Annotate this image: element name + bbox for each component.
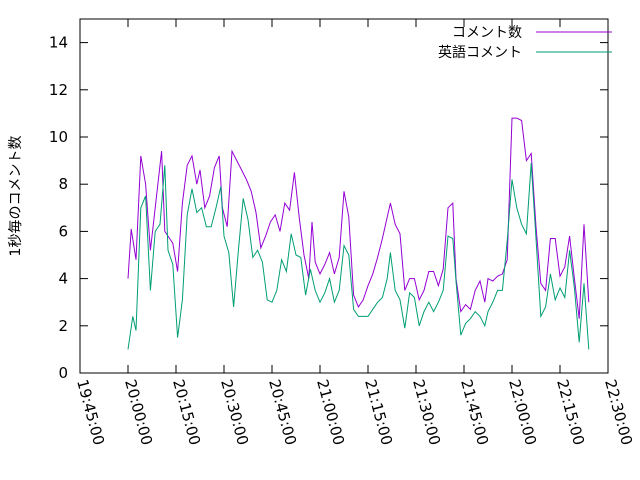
x-axis: 19:45:00 20:00:00 20:15:00 20:30:00 20:45:00… xyxy=(73,19,636,447)
x-tick-label: 21:15:00 xyxy=(361,377,396,447)
x-tick-label: 19:45:00 xyxy=(73,377,108,447)
y-tick-label: 2 xyxy=(58,317,68,335)
y-tick-label: 8 xyxy=(58,175,68,193)
y-tick-label: 6 xyxy=(58,222,68,240)
series-line-1 xyxy=(127,117,590,319)
series-line-2 xyxy=(127,162,590,350)
x-tick-label: 20:30:00 xyxy=(217,377,252,447)
x-tick-label: 20:45:00 xyxy=(265,377,300,447)
y-tick-label: 14 xyxy=(49,34,68,52)
y-tick-label: 10 xyxy=(49,128,68,146)
series-layer xyxy=(127,117,590,350)
y-tick-label: 0 xyxy=(58,364,68,382)
x-tick-label: 21:00:00 xyxy=(313,377,348,447)
legend-label-2: 英語コメント xyxy=(438,44,522,61)
y-tick-label: 4 xyxy=(58,270,68,288)
x-tick-label: 21:45:00 xyxy=(457,377,492,447)
x-tick-label: 22:30:00 xyxy=(601,377,636,447)
plot-frame xyxy=(79,18,609,374)
x-tick-label: 20:15:00 xyxy=(169,377,204,447)
legend-label-1: コメント数 xyxy=(452,25,522,41)
y-axis: 0 2 4 6 8 10 12 14 xyxy=(49,34,608,382)
x-tick-label: 22:00:00 xyxy=(505,377,540,447)
y-tick-label: 12 xyxy=(49,81,68,99)
x-tick-label: 22:15:00 xyxy=(553,377,588,447)
x-tick-label: 21:30:00 xyxy=(409,377,444,447)
x-tick-label: 20:00:00 xyxy=(121,377,156,447)
y-axis-label: 1秒毎のコメント数 xyxy=(8,136,24,257)
